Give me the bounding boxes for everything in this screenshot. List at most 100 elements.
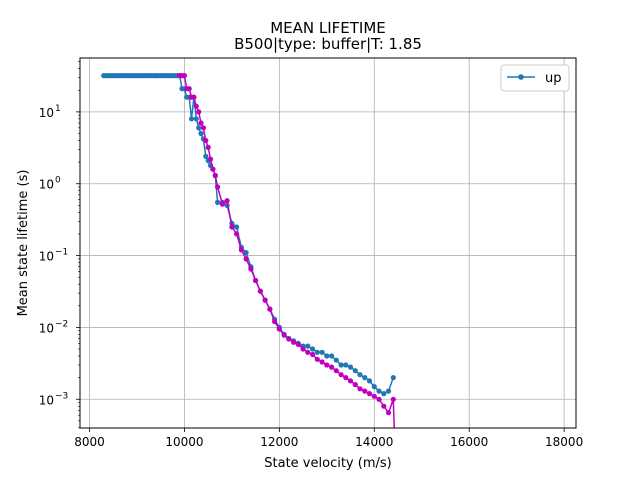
x-tick-label-5: 18000 — [545, 435, 583, 449]
data-point-up-77 — [352, 368, 358, 374]
y-tick-label-0: 10 — [39, 393, 54, 407]
data-point-down-31 — [286, 336, 292, 342]
data-point-down-7 — [193, 103, 199, 109]
data-point-down-30 — [281, 332, 287, 338]
data-point-up-71 — [324, 353, 330, 359]
plot-frame — [79, 57, 577, 429]
x-tick-label-4: 16000 — [450, 435, 488, 449]
data-point-down-38 — [319, 359, 325, 365]
data-point-down-43 — [343, 375, 349, 381]
y-tick-exponent-3: 0 — [55, 176, 61, 186]
data-point-down-48 — [366, 391, 373, 397]
data-point-down-14 — [210, 166, 216, 172]
data-point-up-37 — [188, 116, 195, 122]
y-tick-exponent-4: 1 — [55, 104, 61, 114]
data-point-down-8 — [196, 109, 202, 115]
data-point-up-74 — [338, 362, 344, 368]
x-tick-label-1: 10000 — [165, 435, 203, 449]
y-tick-label-1: 10 — [39, 321, 54, 335]
data-point-down-6 — [191, 94, 197, 100]
data-point-down-15 — [212, 172, 218, 179]
data-point-down-18 — [224, 198, 230, 204]
data-point-down-50 — [376, 396, 382, 402]
data-point-down-27 — [267, 306, 273, 312]
data-point-up-83 — [381, 391, 387, 397]
data-point-down-9 — [198, 120, 204, 126]
y-tick-exponent-0: −3 — [55, 391, 68, 401]
data-point-down-13 — [207, 156, 214, 162]
y-tick-label-3: 10 — [39, 178, 54, 192]
data-point-up-81 — [371, 384, 377, 390]
data-point-down-28 — [272, 319, 278, 325]
y-axis-label: Mean state lifetime (s) — [16, 170, 31, 317]
data-point-down-23 — [248, 266, 254, 272]
legend-box — [500, 64, 570, 92]
legend: up — [500, 64, 570, 92]
data-point-down-12 — [205, 144, 211, 150]
x-tick-label-2: 12000 — [260, 435, 298, 449]
data-point-up-85 — [390, 375, 396, 381]
data-point-down-22 — [243, 256, 249, 262]
data-point-down-41 — [333, 368, 339, 374]
chart-subtitle: B500|type: buffer|T: 1.85 — [234, 35, 422, 53]
data-point-down-39 — [324, 362, 330, 368]
legend-marker-up — [518, 74, 524, 80]
data-point-up-41 — [198, 130, 204, 137]
data-point-down-37 — [314, 356, 320, 362]
data-point-down-17 — [219, 201, 225, 207]
data-point-up-69 — [314, 349, 320, 355]
data-point-down-20 — [234, 231, 240, 237]
data-point-up-70 — [319, 349, 325, 355]
data-point-up-84 — [385, 388, 392, 394]
data-point-down-21 — [238, 247, 244, 253]
x-tick-label-0: 8000 — [74, 435, 105, 449]
data-point-up-75 — [343, 362, 349, 368]
series-layer — [101, 73, 396, 428]
data-point-down-53 — [390, 396, 396, 402]
data-point-up-52 — [234, 224, 240, 230]
data-point-down-35 — [305, 349, 311, 355]
data-point-down-49 — [371, 393, 377, 399]
data-point-down-24 — [253, 277, 259, 284]
x-axis: 8000 10000 12000 14000 16000 18000 — [74, 428, 583, 449]
data-point-down-29 — [276, 326, 282, 332]
data-point-up-48 — [215, 199, 221, 205]
data-point-down-10 — [200, 125, 206, 131]
data-point-down-42 — [338, 372, 344, 378]
data-point-down-33 — [295, 341, 301, 347]
data-point-up-39 — [193, 116, 199, 122]
x-axis-label: State velocity (m/s) — [264, 456, 391, 471]
data-point-up-67 — [305, 343, 311, 349]
data-point-down-52 — [385, 410, 392, 416]
data-point-down-4 — [186, 86, 192, 92]
y-tick-exponent-1: −2 — [55, 319, 68, 329]
y-tick-label-4: 10 — [39, 106, 54, 120]
series-line-down — [179, 74, 395, 428]
y-tick-exponent-2: −1 — [55, 248, 68, 258]
data-point-down-16 — [215, 184, 221, 190]
chart-title: MEAN LIFETIME — [270, 19, 386, 37]
data-point-down-40 — [329, 364, 335, 370]
data-point-down-19 — [229, 224, 235, 230]
data-point-up-76 — [347, 364, 354, 370]
legend-label-up: up — [545, 71, 562, 86]
data-point-up-72 — [329, 353, 335, 359]
data-point-down-2 — [181, 73, 187, 79]
data-point-down-51 — [381, 403, 387, 409]
data-point-up-78 — [357, 372, 363, 378]
data-point-up-80 — [366, 378, 373, 384]
data-point-down-46 — [357, 386, 363, 392]
x-tick-label-3: 14000 — [355, 435, 393, 449]
data-point-down-34 — [300, 346, 306, 352]
data-point-down-32 — [291, 339, 297, 345]
data-point-up-54 — [243, 250, 249, 256]
data-point-up-82 — [376, 388, 382, 394]
data-point-down-11 — [203, 137, 209, 144]
data-point-down-47 — [362, 388, 368, 394]
data-point-down-45 — [352, 382, 358, 388]
plot-area — [80, 58, 576, 428]
data-point-down-36 — [310, 351, 316, 358]
data-point-up-79 — [362, 375, 368, 381]
